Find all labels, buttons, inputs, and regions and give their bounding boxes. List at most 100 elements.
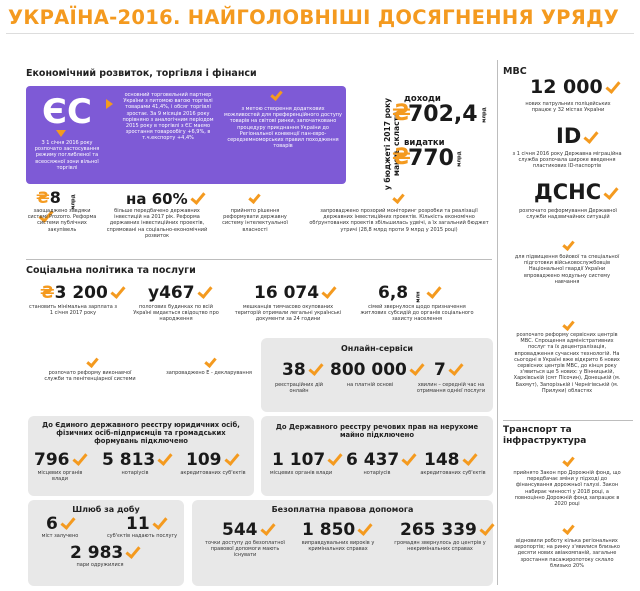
mvs-title: МВС [503,66,527,77]
marriage-stat-3: 2 983 [70,543,139,562]
legal-text-1: точки доступу до безоплатної правової до… [205,540,285,559]
marriage-text-2: суб'єктів надають послугу [106,533,178,539]
check-icon [409,361,423,377]
title-divider [6,33,634,34]
check-icon [583,129,597,145]
edr-text-1: місцевих органів влади [37,470,83,483]
prozorro-value: 8 [49,188,61,207]
check-icon [357,521,371,537]
econ-divider [26,259,492,260]
property-stat-1: 1 107 [272,450,341,469]
online-value-1: 38 [282,360,306,380]
econ-title: Економічний розвиток, торгівля і фінанси [26,68,257,79]
id-text: з 1 січня 2016 року Державна міграційна … [512,151,622,170]
ip-text: прийнято рішення реформувати державну си… [222,208,288,233]
eu-mid-text: основний торговельний партнер України з … [122,92,214,142]
births-text: пологових будинках по всій Україні видає… [133,304,219,323]
property-text-2: нотаріусів [363,470,391,476]
page-title: УКРАЇНА-2016. НАЙГОЛОВНІШІ ДОСЯГНЕННЯ УР… [8,6,620,29]
edr-stat-1: 796 [34,450,86,469]
wage-text: становить мінімальна зарплата з 1 січня … [28,304,118,317]
monitor-check-icon [392,193,402,203]
edr-value-1: 796 [34,450,70,470]
guard-text: для підвищення бойової та спеціальної пі… [514,254,620,285]
check-icon [125,544,139,560]
check-icon [401,451,415,467]
check-icon [603,185,617,201]
dsns-value: ДСНС [534,180,602,204]
mvs-divider [503,420,633,421]
airport-text: відновили роботу кілька регіональних аер… [514,538,620,569]
marriage-value-1: 6 [46,514,58,534]
invest-stat: на 60% [126,189,204,208]
marriage-stat-2: 11 [126,514,166,533]
edr-title: До Єдиного державного реєстру юридичних … [42,421,240,445]
column-divider [497,60,498,585]
legal-value-1: 544 [222,520,258,540]
online-stat-2: 800 000 [330,360,423,379]
police-value: 12 000 [530,76,603,98]
check-icon [327,451,341,467]
property-title: До Державного реєстру речових прав на не… [275,423,479,439]
revenue-value: 702,4 [408,102,478,127]
police-stat: 12 000 [530,78,619,97]
docs-stat: 16 074 [254,283,335,302]
online-text-2: на платній основі [346,382,394,388]
legal-stat-2: 1 850 [302,520,371,539]
expense-unit: млрд [456,151,463,167]
subsidy-text: сімей звернулося щодо призначення житлов… [360,304,474,323]
marriage-value-3: 2 983 [70,543,124,563]
eu-right-text: з метою створення додаткових можливостей… [224,106,343,150]
subsidy-unit: млн [415,291,422,303]
eu-arrow-icon [56,130,66,137]
edr-panel [28,416,254,496]
check-icon [197,284,211,300]
legal-stat-3: 265 339 [400,520,493,539]
monitor-text: запроваджено прозорий моніторинг розробк… [309,208,489,233]
revenue-unit: млрд [481,107,488,123]
check-icon [224,451,238,467]
check-icon [462,451,476,467]
eu-label: ЄС [42,92,92,132]
marriage-stat-1: 6 [46,514,74,533]
check-icon [190,190,204,206]
check-icon [448,361,462,377]
marriage-value-2: 11 [126,514,150,534]
id-stat: ID [556,126,597,147]
social-title: Соціальна політика та послуги [26,265,196,276]
hryvnia-icon: ₴ [392,145,411,170]
service-check-icon [562,320,572,330]
road-check-icon [562,456,572,466]
invest-value: на 60% [126,190,188,208]
docs-text: мешканців тимчасово окупованих територій… [234,304,342,323]
property-value-3: 148 [424,450,460,470]
probation-text: розпочато реформу виконавчої служби та п… [44,370,136,383]
edr-stat-2: 5 813 [102,450,171,469]
online-text-3: хвилин – середній час на отримання одніє… [416,382,486,395]
eu-right-arrow-icon [106,99,113,109]
expense-value: 770 [408,146,454,171]
wage-stat: ₴3 200 [40,283,124,303]
legal-value-2: 1 850 [302,520,356,540]
transport-title: Транспорт та інфраструктура [503,425,587,446]
legal-stat-1: 544 [222,520,274,539]
marriage-text-3: пари одружилися [76,562,124,568]
probation-check-icon [86,357,96,367]
prozorro-stat: ₴8 млрд [36,188,96,226]
online-stat-3: 7 [434,360,462,379]
check-icon [308,361,322,377]
legal-title: Безоплатна правова допомога [271,505,414,514]
airport-check-icon [562,524,572,534]
marriage-text-1: міст залучено [41,533,79,539]
property-panel [261,416,493,496]
property-stat-3: 148 [424,450,476,469]
eu-check-icon [270,90,280,100]
legal-text-3: громадян звернулось до центрів у некримі… [394,540,486,553]
invest-text: більше передбачено державних інвестицій … [106,208,208,239]
guard-check-icon [562,240,572,250]
edr-stat-3: 109 [186,450,238,469]
check-icon [260,521,274,537]
edecl-check-icon [204,357,214,367]
prozorro-text: заощаджено завдяки системі Prozorro. Реф… [27,208,97,233]
births-stat: у467 [148,283,211,302]
